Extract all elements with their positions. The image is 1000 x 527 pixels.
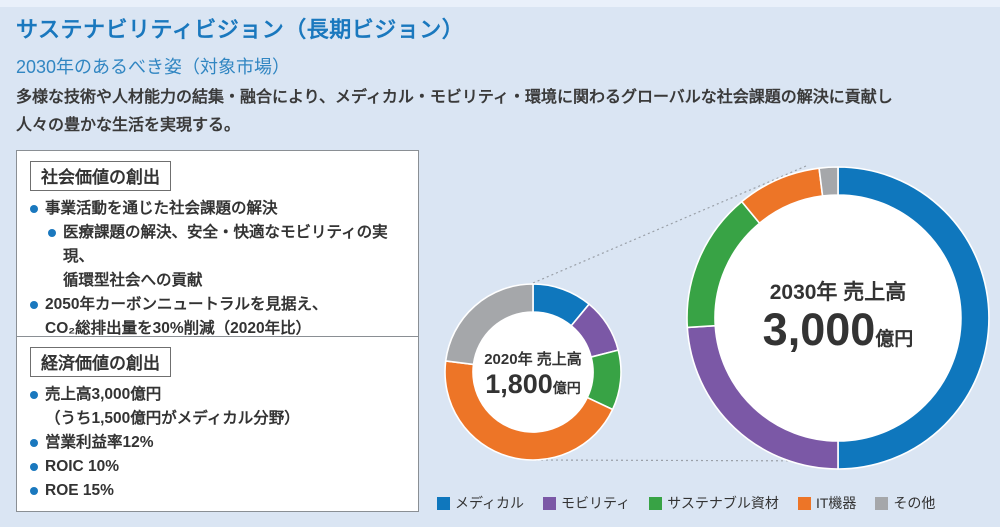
page-title: サステナビリティビジョン（長期ビジョン） xyxy=(16,17,465,42)
bullet-text: 営業利益率12% xyxy=(45,434,154,451)
economic-value-box: 経済価値の創出 売上高3,000億円 （うち1,500億円がメディカル分野） 営業利… xyxy=(16,336,419,512)
bullet-dot-icon xyxy=(30,439,38,447)
social-value-box-heading: 社会価値の創出 xyxy=(30,161,171,191)
donut-2030-sales-unit: 億円 xyxy=(875,329,914,350)
bullet-text: ROE 15% xyxy=(45,482,114,499)
chart-legend: メディカル モビリティ サステナブル資材 IT機器 その他 xyxy=(437,493,935,513)
legend-swatch-icon xyxy=(649,496,663,510)
legend-item: サステナブル資材 xyxy=(649,493,779,513)
bullet-item: 医療課題の解決、安全・快適なモビリティの実現、 xyxy=(48,221,405,269)
bullet-text-continuation: （うち1,500億円がメディカル分野） xyxy=(45,410,300,427)
donut-charts-canvas xyxy=(444,165,990,470)
donut-2020-hole xyxy=(471,310,595,434)
donut-2020-segment-IT機器 xyxy=(444,360,614,461)
economic-value-bullet-list: 売上高3,000億円 （うち1,500億円がメディカル分野） 営業利益率12% ROI… xyxy=(30,383,405,503)
legend-swatch-icon xyxy=(797,496,811,510)
donut-2020-sales-value: 1,800 xyxy=(485,369,553,399)
donut-2030-segment-メディカル xyxy=(837,166,990,470)
economic-value-box-heading: 経済価値の創出 xyxy=(30,347,171,377)
donut-2030-sales-value: 3,000 xyxy=(762,304,876,355)
legend-item: モビリティ xyxy=(543,493,630,513)
description-line-2: 人々の豊かな生活を実現する。 xyxy=(16,117,241,134)
bullet-text-continuation: CO₂総排出量を30%削減（2020年比） xyxy=(45,320,312,337)
legend-label: その他 xyxy=(893,495,936,511)
bullet-dot-icon xyxy=(30,463,38,471)
bullet-text: ROIC 10% xyxy=(45,458,120,475)
legend-label: IT機器 xyxy=(815,495,857,511)
donut-2030 xyxy=(686,166,990,470)
legend-label: モビリティ xyxy=(561,495,631,511)
donut-2020-year-label: 2020年 売上高 xyxy=(484,351,582,368)
social-value-box: 社会価値の創出 事業活動を通じた社会課題の解決医療課題の解決、安全・快適なモビリ… xyxy=(16,150,419,350)
donut-2030-year-label: 2030年 売上高 xyxy=(769,281,907,304)
legend-label: メディカル xyxy=(455,495,525,511)
donut-2020-sales-unit: 億円 xyxy=(552,380,581,396)
zoom-connector-line-bottom xyxy=(535,459,846,462)
bullet-item: 営業利益率12% xyxy=(30,431,405,455)
legend-swatch-icon xyxy=(543,496,557,510)
donut-2030-hole xyxy=(713,193,963,443)
bullet-text-continuation: 循環型社会への貢献 xyxy=(63,272,203,289)
legend-label: サステナブル資材 xyxy=(667,495,779,511)
bullet-text: 医療課題の解決、安全・快適なモビリティの実現、 xyxy=(63,224,388,265)
bullet-item: ROIC 10% xyxy=(30,455,405,479)
legend-item: IT機器 xyxy=(797,493,857,513)
donut-2020-segment-その他 xyxy=(444,283,534,366)
bullet-dot-icon xyxy=(30,487,38,495)
social-value-bullet-list: 事業活動を通じた社会課題の解決医療課題の解決、安全・快適なモビリティの実現、循環… xyxy=(30,197,405,341)
bullet-dot-icon xyxy=(48,229,56,237)
bullet-item: ROE 15% xyxy=(30,479,405,503)
donut-2020 xyxy=(444,283,622,461)
description-line-1: 多様な技術や人材能力の結集・融合により、メディカル・モビリティ・環境に関わるグロ… xyxy=(16,89,893,106)
donut-2030-segment-その他 xyxy=(818,166,839,197)
bullet-item: 売上高3,000億円 xyxy=(30,383,405,407)
legend-item: メディカル xyxy=(437,493,524,513)
bullet-dot-icon xyxy=(30,391,38,399)
top-edge-strip xyxy=(0,0,1000,7)
description: 多様な技術や人材能力の結集・融合により、メディカル・モビリティ・環境に関わるグロ… xyxy=(16,84,976,140)
bullet-text: 事業活動を通じた社会課題の解決 xyxy=(45,200,278,217)
legend-item: その他 xyxy=(875,493,935,513)
bullet-text: 2050年カーボンニュートラルを見据え、 xyxy=(45,296,328,313)
page-subtitle: 2030年のあるべき姿（対象市場） xyxy=(16,57,291,77)
bullet-text: 売上高3,000億円 xyxy=(45,386,162,403)
donut-2030-center-label: 2030年 売上高 3,000億円 xyxy=(738,276,938,354)
donut-2020-center-label: 2020年 売上高 1,800億円 xyxy=(433,348,633,399)
bullet-item: 事業活動を通じた社会課題の解決 xyxy=(30,197,405,221)
legend-swatch-icon xyxy=(437,496,450,510)
bullet-dot-icon xyxy=(30,301,38,309)
legend-swatch-icon xyxy=(875,496,889,510)
bullet-item: 2050年カーボンニュートラルを見据え、 xyxy=(30,293,405,317)
bullet-dot-icon xyxy=(30,205,38,213)
